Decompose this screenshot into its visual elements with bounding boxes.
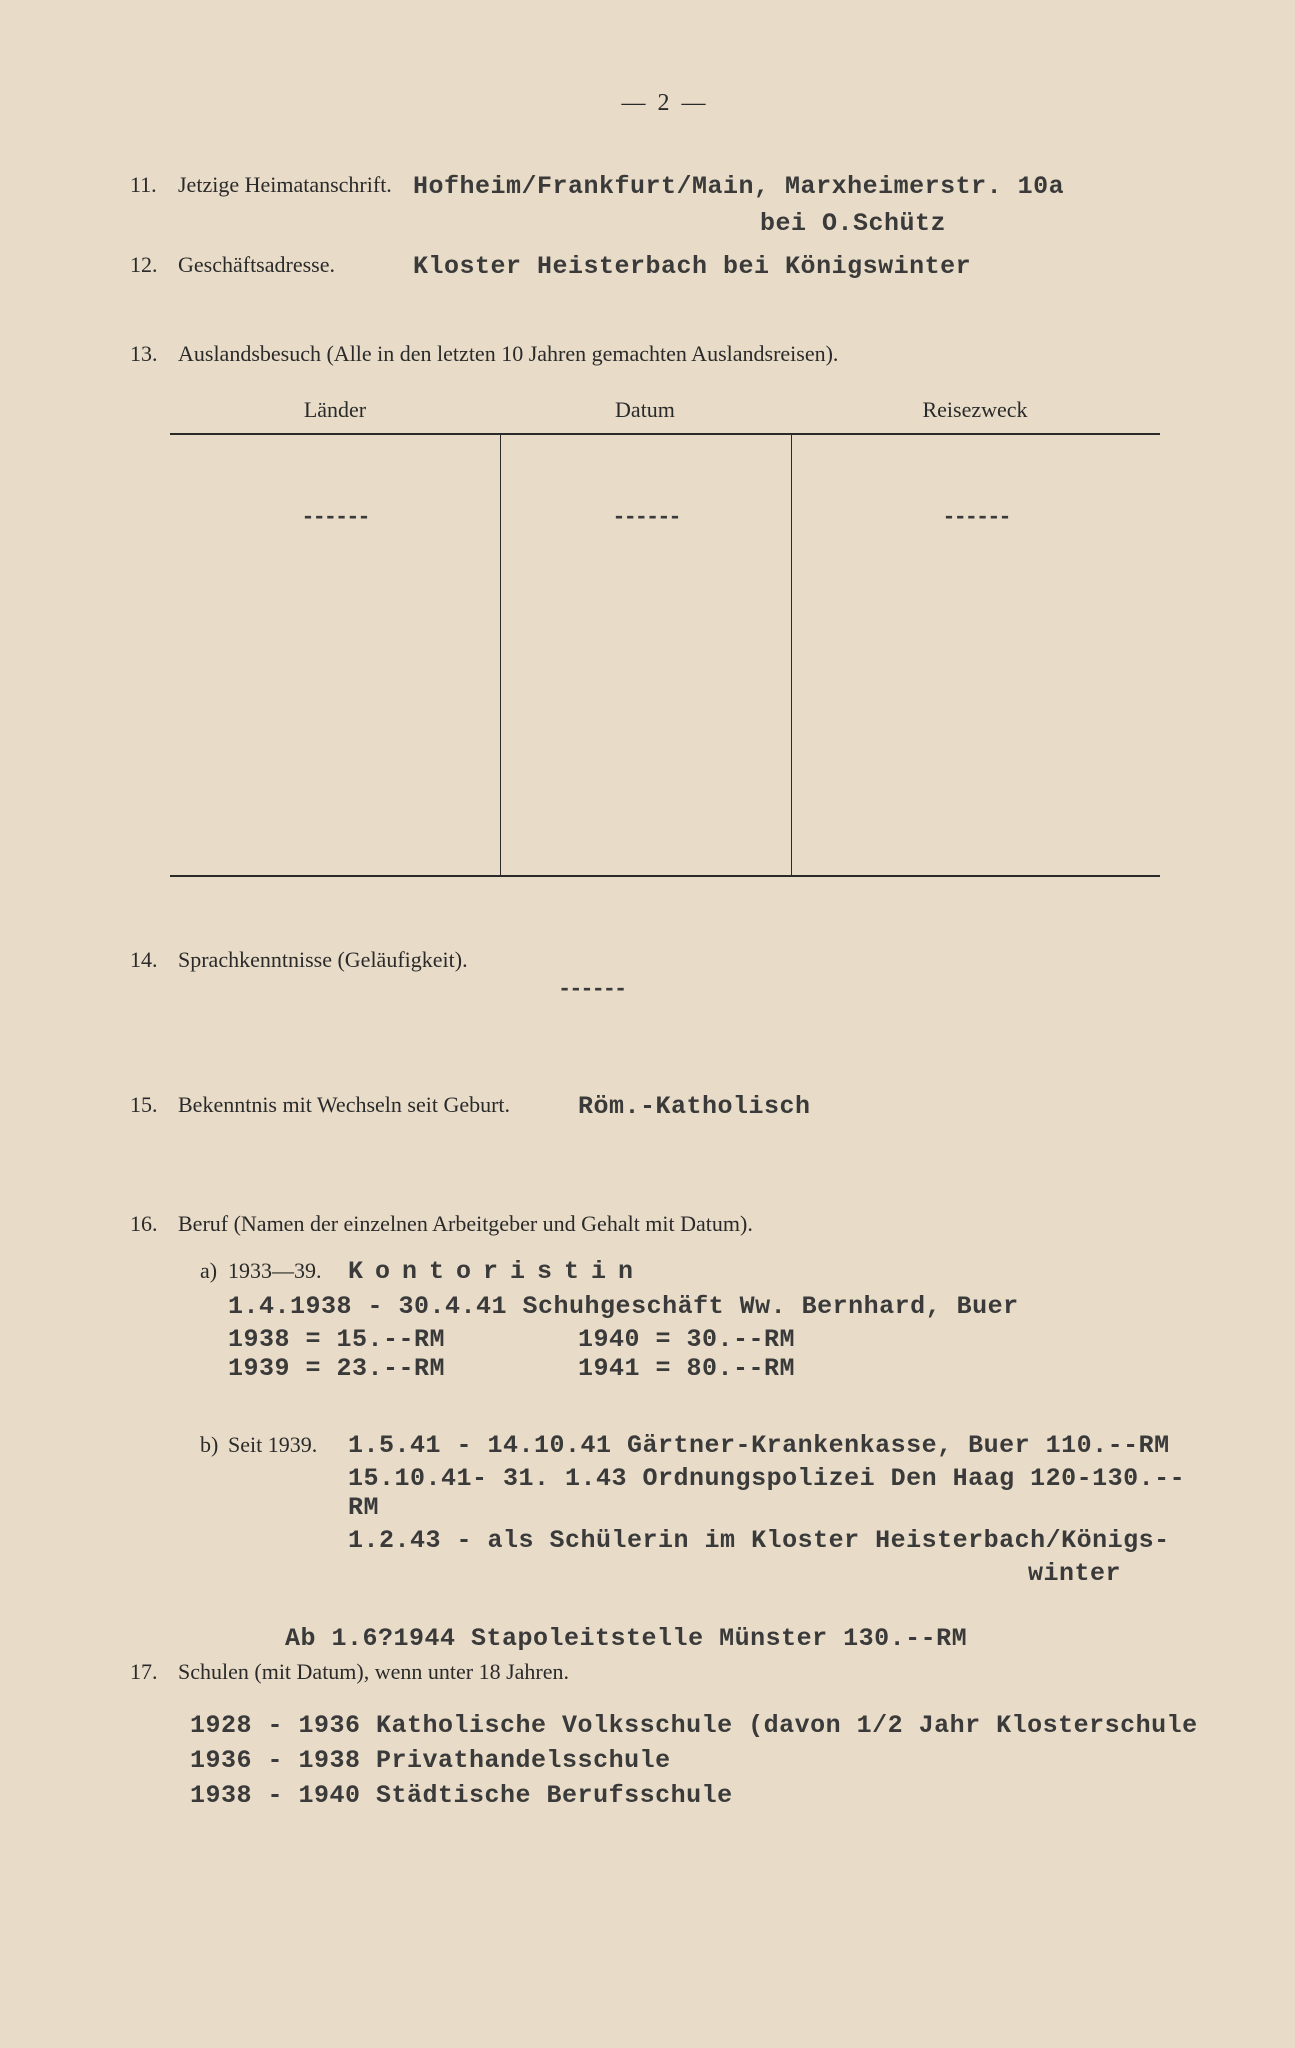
field-answer: Röm.-Katholisch (578, 1092, 811, 1121)
salary-entry: 1938 = 15.--RM (228, 1325, 578, 1354)
field-answer-line2: bei O.Schütz (760, 209, 1200, 238)
field-number: 16. (130, 1211, 178, 1237)
empty-mark: ------ (301, 505, 368, 875)
q16-sub-b: b) Seit 1939. 1.5.41 - 14.10.41 Gärtner-… (130, 1431, 1200, 1588)
table-body: ------ ------ ------ (170, 433, 1160, 877)
employment-line: Ab 1.6?1944 Stapoleitstelle Münster 130.… (285, 1624, 1200, 1653)
employment-line: 15.10.41- 31. 1.43 Ordnungspolizei Den H… (348, 1464, 1200, 1522)
salary-entry: 1939 = 23.--RM (228, 1354, 578, 1383)
field-number: 14. (130, 947, 178, 973)
field-row-11: 11. Jetzige Heimatanschrift. Hofheim/Fra… (130, 172, 1200, 201)
page-number: — 2 — (130, 90, 1200, 117)
field-number: 12. (130, 252, 178, 278)
table-cell: ------ (792, 435, 1160, 875)
table-cell: ------ (501, 435, 792, 875)
sub-prelabel: Seit 1939. (228, 1432, 348, 1458)
salary-entry: 1940 = 30.--RM (578, 1325, 795, 1354)
field-number: 17. (130, 1659, 178, 1685)
sub-prelabel: 1933—39. (228, 1258, 348, 1284)
document-page: — 2 — 11. Jetzige Heimatanschrift. Hofhe… (0, 0, 1295, 2048)
school-entry: 1928 - 1936 Katholische Volksschule (dav… (190, 1711, 1200, 1740)
field-row-13: 13. Auslandsbesuch (Alle in den letzten … (130, 341, 1200, 367)
field-label: Jetzige Heimatanschrift. (178, 172, 413, 198)
table-header-countries: Länder (170, 397, 500, 423)
q16-sub-a: a) 1933—39. Kontoristin 1.4.1938 - 30.4.… (130, 1257, 1200, 1383)
employment-line: 1.4.1938 - 30.4.41 Schuhgeschäft Ww. Ber… (228, 1292, 1200, 1321)
field-number: 13. (130, 341, 178, 367)
school-entry: 1936 - 1938 Privathandelsschule (190, 1746, 1200, 1775)
field-answer: ------ (558, 977, 1200, 1002)
school-entry: 1938 - 1940 Städtische Berufsschule (190, 1781, 1200, 1810)
field-label: Bekenntnis mit Wechseln seit Geburt. (178, 1092, 548, 1118)
table-cell: ------ (170, 435, 501, 875)
field-label: Geschäftsadresse. (178, 252, 413, 278)
employment-line-continuation: winter (1028, 1559, 1200, 1588)
field-label: Schulen (mit Datum), wenn unter 18 Jahre… (178, 1659, 569, 1685)
field-row-16: 16. Beruf (Namen der einzelnen Arbeitgeb… (130, 1211, 1200, 1237)
field-number: 15. (130, 1092, 178, 1118)
field-row-12: 12. Geschäftsadresse. Kloster Heisterbac… (130, 252, 1200, 281)
field-answer: Kloster Heisterbach bei Königswinter (413, 252, 971, 281)
schools-list: 1928 - 1936 Katholische Volksschule (dav… (190, 1711, 1200, 1810)
field-label: Beruf (Namen der einzelnen Arbeitgeber u… (178, 1211, 753, 1237)
field-row-17: 17. Schulen (mit Datum), wenn unter 18 J… (130, 1659, 1200, 1685)
empty-mark: ------ (942, 505, 1009, 875)
field-answer-line1: Hofheim/Frankfurt/Main, Marxheimerstr. 1… (413, 172, 1064, 201)
sub-letter: b) (200, 1432, 228, 1458)
job-title: Kontoristin (348, 1257, 645, 1286)
empty-mark: ------ (612, 505, 679, 875)
sub-letter: a) (200, 1258, 228, 1284)
field-label: Auslandsbesuch (Alle in den letzten 10 J… (178, 341, 838, 367)
table-header-date: Datum (500, 397, 790, 423)
travel-table: Länder Datum Reisezweck ------ ------ --… (170, 397, 1160, 877)
field-row-14: 14. Sprachkenntnisse (Geläufigkeit). ---… (130, 947, 1200, 1002)
table-header-row: Länder Datum Reisezweck (170, 397, 1160, 423)
q17-block: Ab 1.6?1944 Stapoleitstelle Münster 130.… (130, 1624, 1200, 1810)
field-row-15: 15. Bekenntnis mit Wechseln seit Geburt.… (130, 1092, 1200, 1121)
field-label: Sprachkenntnisse (Geläufigkeit). (178, 947, 1200, 973)
salary-entry: 1941 = 80.--RM (578, 1354, 795, 1383)
employment-line: 1.5.41 - 14.10.41 Gärtner-Krankenkasse, … (348, 1431, 1170, 1460)
field-number: 11. (130, 172, 178, 198)
table-header-purpose: Reisezweck (790, 397, 1160, 423)
employment-line: 1.2.43 - als Schülerin im Kloster Heiste… (348, 1526, 1200, 1555)
